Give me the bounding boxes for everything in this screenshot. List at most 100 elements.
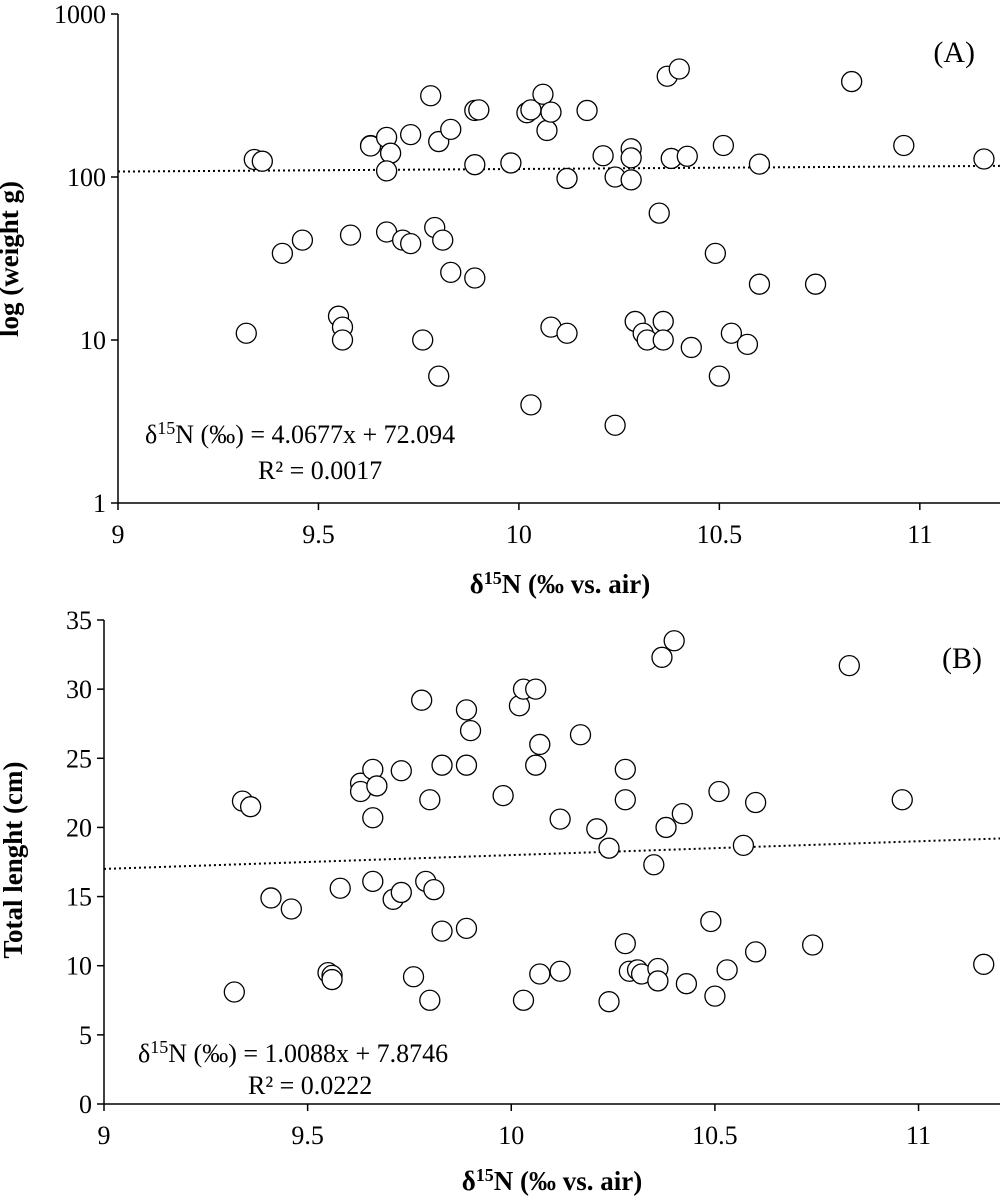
data-point-b <box>419 989 441 1011</box>
y-tick-label-a: 100 <box>67 163 106 192</box>
trendline-layer-b <box>103 837 1001 870</box>
data-point-a <box>841 70 863 93</box>
x-tick-label-b: 9 <box>98 1121 111 1150</box>
data-point-a <box>576 99 598 122</box>
data-point-b <box>321 968 343 991</box>
points-layer-a <box>235 58 995 436</box>
data-point-a <box>468 99 490 121</box>
trendline-layer-a <box>117 164 1001 173</box>
data-point-b <box>455 699 478 721</box>
trendline-b <box>103 837 1001 870</box>
x-axis-label-a-sup: 15 <box>484 568 502 588</box>
y-tick-label-a: 10 <box>80 326 106 355</box>
r2-label-b: R² = 0.0222 <box>248 1071 372 1100</box>
equation-a-sup: 15 <box>157 418 175 438</box>
data-point-b <box>362 807 384 829</box>
data-point-a <box>748 273 771 295</box>
data-point-a <box>680 336 702 359</box>
data-point-a <box>652 310 674 333</box>
data-point-b <box>431 920 453 942</box>
data-point-b <box>423 879 445 901</box>
data-point-a <box>592 145 614 167</box>
data-point-a <box>604 414 626 436</box>
data-point-b <box>329 877 351 899</box>
data-point-a <box>540 101 562 123</box>
data-point-b <box>744 791 767 814</box>
data-point-b <box>280 898 302 920</box>
data-point-b <box>663 630 685 652</box>
data-point-b <box>614 758 636 780</box>
data-point-b <box>455 754 478 776</box>
data-point-b <box>651 646 673 668</box>
y-tick-label-b: 35 <box>66 606 92 635</box>
data-point-b <box>647 970 669 992</box>
y-tick-label-b: 20 <box>66 813 92 842</box>
data-point-b <box>431 754 453 776</box>
data-point-b <box>671 802 693 825</box>
data-point-a <box>668 58 690 80</box>
data-point-b <box>549 808 571 830</box>
y-tick-label-a: 1000 <box>54 0 106 29</box>
data-point-a <box>620 169 642 191</box>
data-point-a <box>704 242 727 265</box>
data-point-b <box>362 870 384 893</box>
x-tick-label-b: 11 <box>906 1121 931 1150</box>
x-axis-label-b-sup: 15 <box>476 1165 494 1185</box>
data-point-b <box>569 724 592 746</box>
data-point-b <box>402 966 425 988</box>
data-point-b <box>614 932 636 955</box>
data-point-a <box>536 119 558 142</box>
data-point-b <box>529 963 551 985</box>
equation-b: δ15N (‰) = 1.0088x + 7.8746 <box>138 1037 448 1068</box>
data-point-b <box>549 960 571 982</box>
data-point-a <box>748 153 771 175</box>
data-point-a <box>648 202 670 224</box>
data-point-b <box>239 796 262 818</box>
data-point-b <box>525 678 547 700</box>
data-point-b <box>708 780 730 803</box>
y-axis-label-a: log (weight g) <box>0 181 24 337</box>
data-point-a <box>500 152 522 174</box>
data-point-a <box>432 229 454 251</box>
data-point-b <box>838 654 860 677</box>
y-tick-label-b: 5 <box>79 1021 92 1050</box>
x-tick-label-b: 10 <box>498 1121 524 1150</box>
data-point-a <box>400 233 422 255</box>
y-tick-label-b: 25 <box>66 744 92 773</box>
data-point-b <box>492 784 514 807</box>
data-point-a <box>339 224 362 246</box>
data-point-a <box>652 329 674 351</box>
data-point-b <box>512 989 535 1011</box>
data-point-b <box>598 991 620 1013</box>
data-point-b <box>716 959 738 981</box>
equation-a-rest: N (‰) = 4.0677x + 72.094 <box>175 420 455 449</box>
data-point-b <box>366 775 388 797</box>
data-point-b <box>732 834 755 857</box>
axes-layer-b: 0 5 10 15 20 25 30 35 9 9.5 10 10.5 11 <box>66 606 1000 1150</box>
trendline-a <box>117 164 1001 173</box>
axes-layer-a: 1 10 100 1000 9 9.5 10 10.5 11 <box>54 0 1000 549</box>
data-point-b <box>390 881 412 904</box>
data-point-b <box>704 985 726 1007</box>
y-tick-label-b: 10 <box>66 952 92 981</box>
y-tick-label-b: 15 <box>66 883 92 912</box>
x-tick-label-a: 11 <box>907 520 932 549</box>
data-point-a <box>428 365 450 387</box>
data-point-a <box>708 365 731 387</box>
equation-b-sup: 15 <box>150 1037 168 1057</box>
data-point-a <box>271 242 294 265</box>
x-tick-label-b: 10.5 <box>692 1121 738 1150</box>
data-point-b <box>643 854 665 876</box>
data-point-b <box>529 733 551 756</box>
equation-a: δ15N (‰) = 4.0677x + 72.094 <box>145 418 455 449</box>
data-point-a <box>375 160 398 182</box>
data-point-b <box>744 941 767 963</box>
data-point-a <box>412 329 434 351</box>
data-point-b <box>891 789 913 811</box>
data-point-a <box>804 273 827 295</box>
data-point-a <box>464 154 486 176</box>
y-tick-label-b: 0 <box>79 1090 92 1119</box>
data-point-a <box>400 123 422 146</box>
